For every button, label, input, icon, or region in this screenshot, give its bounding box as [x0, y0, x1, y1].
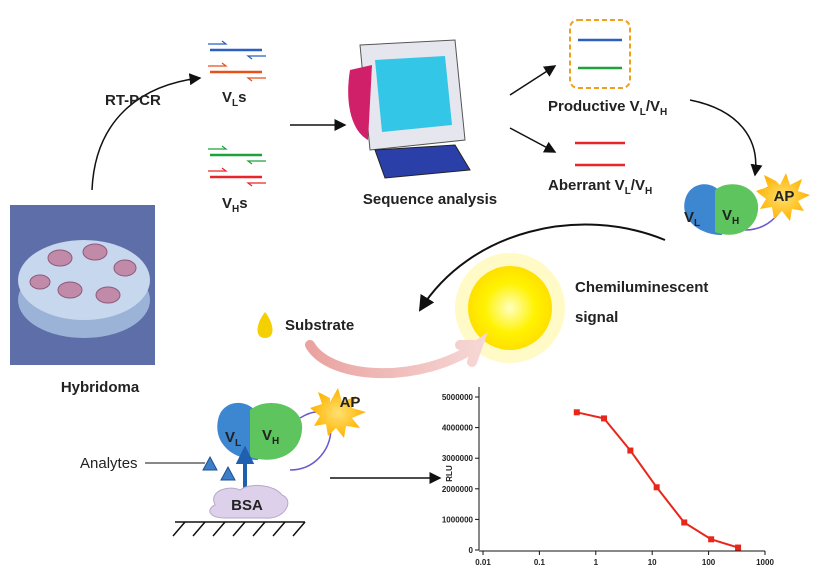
x-tick-label: 1 [594, 558, 599, 567]
bsa-cloud [209, 484, 289, 519]
aberrant-label: Aberrant VL/VH [548, 177, 652, 197]
substrate-label: Substrate [285, 317, 354, 334]
arrow [689, 99, 763, 177]
vh-label: VH [722, 207, 739, 227]
primers [210, 48, 262, 179]
analytes-label: Analytes [80, 455, 138, 472]
vl-label: VL [684, 209, 700, 229]
arrow [509, 127, 557, 153]
signal-label: signal [575, 309, 618, 326]
arrow [91, 73, 202, 191]
data-point [601, 415, 608, 422]
y-tick-label: 2000000 [442, 485, 474, 494]
productive-box [569, 19, 631, 89]
surface [172, 521, 306, 537]
vh-label: VH [262, 427, 279, 447]
y-tick-label: 3000000 [442, 454, 474, 463]
vl-label: VL [225, 429, 241, 449]
signal-label: Chemiluminescent [575, 279, 708, 296]
data-point [735, 544, 742, 551]
x-tick-label: 10 [648, 558, 657, 567]
vl-primers-label: VLs [222, 89, 246, 109]
productive-label: Productive VL/VH [548, 98, 667, 118]
y-tick-label: 4000000 [442, 424, 474, 433]
scfv-bottom [217, 388, 366, 471]
x-tick-label: 1000 [756, 558, 774, 567]
rt-pcr-label: RT-PCR [105, 92, 161, 109]
substrate-drop [257, 312, 273, 338]
data-point [708, 536, 715, 543]
conversion-arrow [305, 332, 488, 379]
data-point [627, 447, 634, 454]
hybridoma-image [10, 205, 155, 365]
scfv-top [684, 173, 810, 235]
vh-primers-label: VHs [222, 195, 248, 215]
x-tick-label: 100 [702, 558, 716, 567]
analytes-icon [202, 455, 236, 481]
cells [29, 243, 137, 304]
ap-label: AP [340, 394, 361, 411]
y-tick-label: 5000000 [442, 393, 474, 402]
x-tick-label: 0.01 [475, 558, 491, 567]
data-point [573, 409, 580, 416]
y-tick-label: 1000000 [442, 515, 474, 524]
computer-icon [348, 39, 471, 179]
data-point [681, 519, 688, 526]
y-axis-label: RLU [445, 465, 454, 482]
bsa-label: BSA [231, 497, 263, 514]
hybridoma-label: Hybridoma [61, 379, 140, 396]
sun [455, 253, 565, 363]
y-tick-label: 0 [469, 546, 474, 555]
sequence-analysis-label: Sequence analysis [363, 191, 497, 208]
arrow [509, 65, 557, 96]
arrow [418, 223, 666, 312]
data-point [653, 484, 660, 491]
data-line [576, 411, 739, 549]
ap-label: AP [774, 188, 795, 205]
binding-arrow [235, 445, 255, 492]
primer-arrows [208, 40, 266, 187]
x-tick-label: 0.1 [534, 558, 546, 567]
